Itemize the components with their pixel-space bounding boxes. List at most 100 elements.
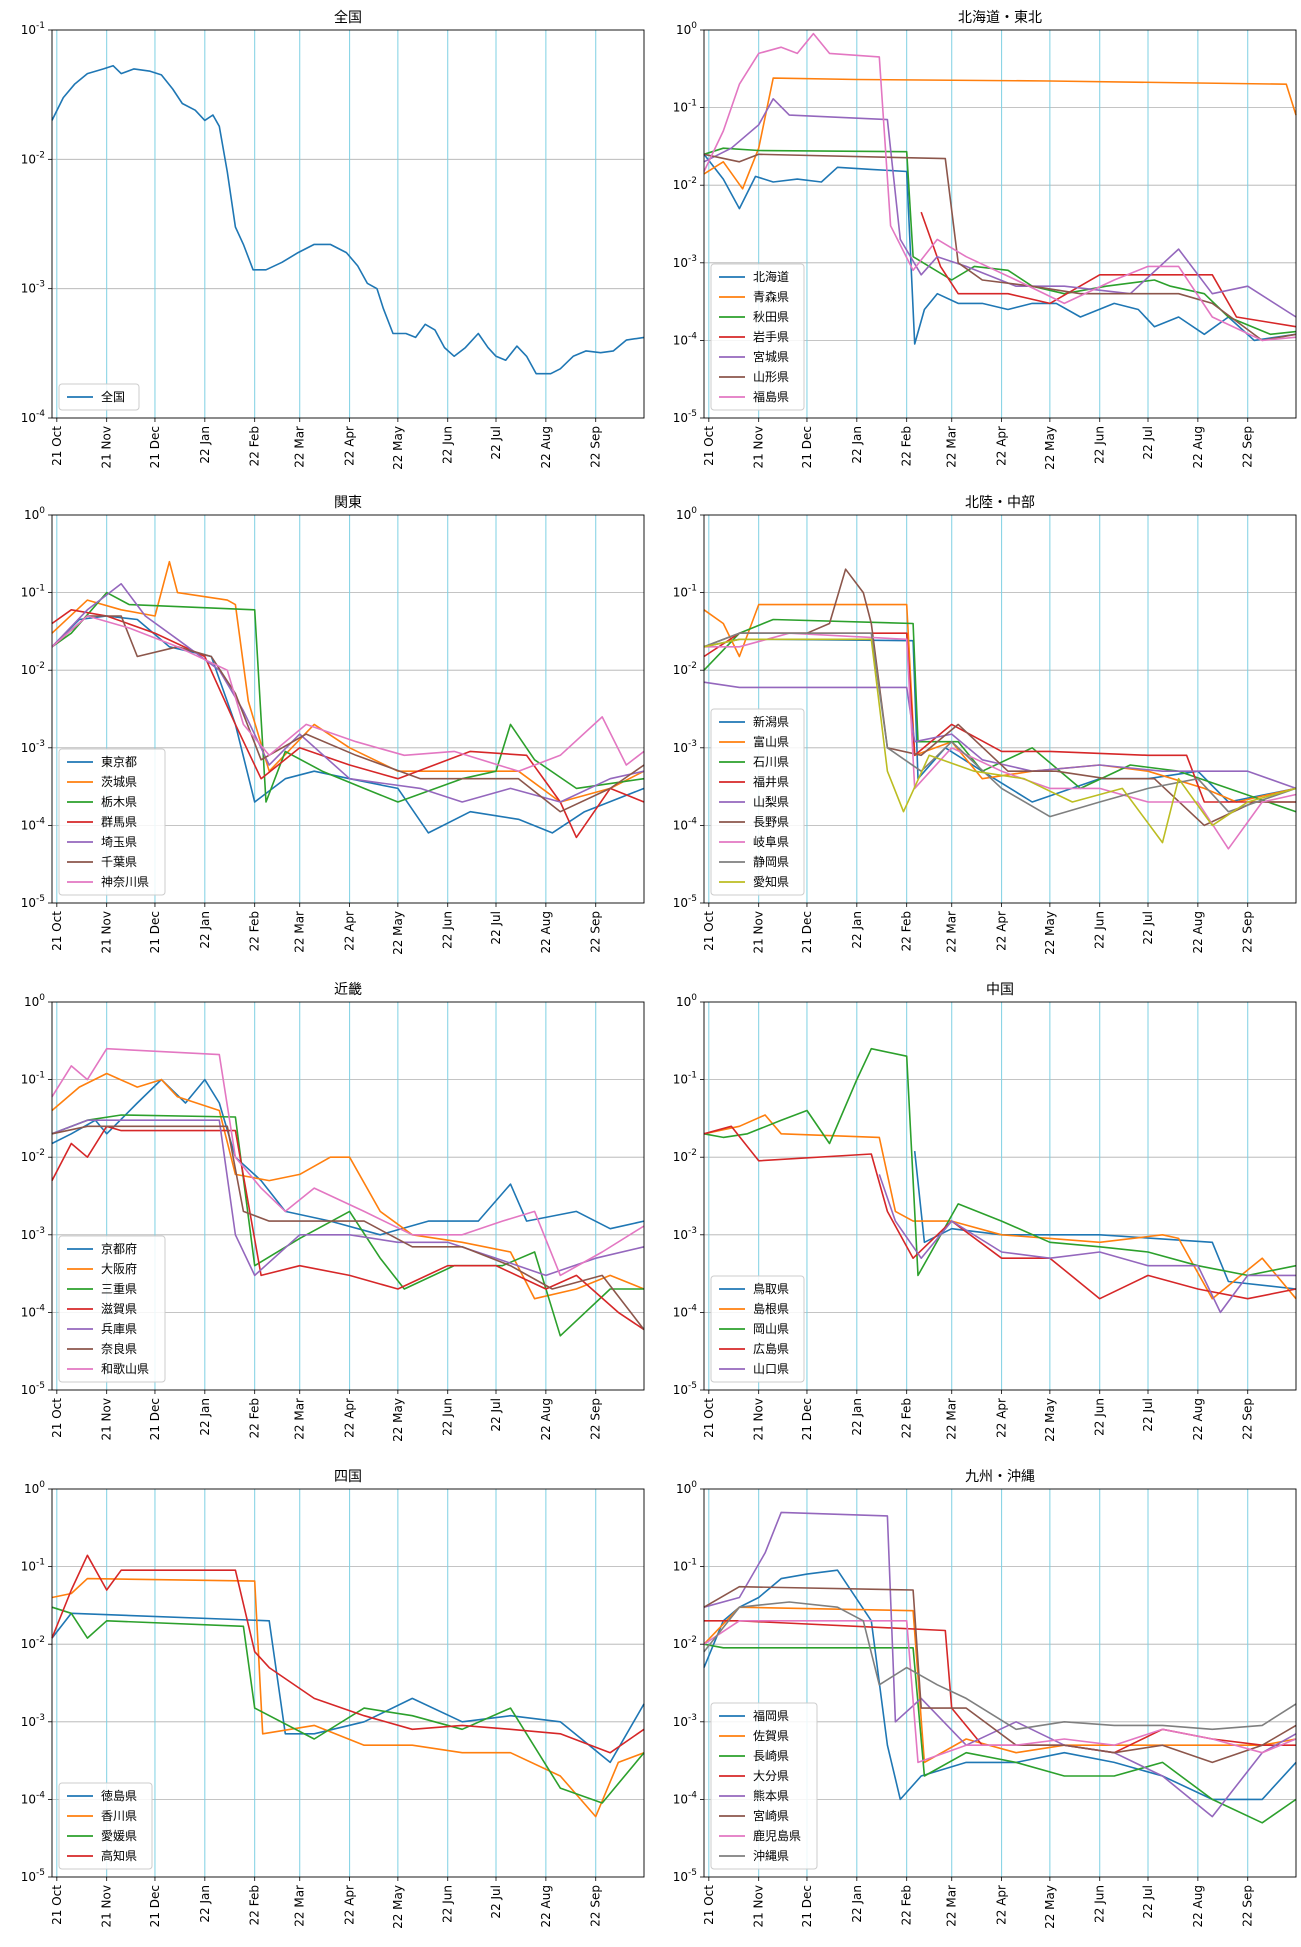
series-line <box>703 681 1297 790</box>
x-tick-label: 22 Sep <box>1241 1398 1255 1440</box>
x-tick-label: 22 May <box>391 1885 405 1929</box>
legend-label: 山口県 <box>753 1362 789 1376</box>
legend-label: 奈良県 <box>101 1341 137 1356</box>
legend-label: 富山県 <box>753 734 789 749</box>
y-tick-label: 100 <box>676 21 697 37</box>
legend-label: 福井県 <box>753 774 789 789</box>
x-tick-label: 22 May <box>1043 1398 1057 1442</box>
x-tick-label: 22 Feb <box>248 1398 262 1438</box>
legend-box <box>58 748 166 896</box>
x-tick-label: 21 Dec <box>148 1398 162 1440</box>
x-tick-label: 21 Dec <box>800 1398 814 1440</box>
legend-label: 東京都 <box>101 755 137 769</box>
chart-title: 北海道・東北 <box>958 10 1042 26</box>
x-tick-label: 22 Apr <box>343 426 357 466</box>
legend-label: 大阪府 <box>101 1261 137 1276</box>
y-tick-label: 10-1 <box>673 99 697 115</box>
y-tick-label: 10-4 <box>21 409 46 425</box>
series-line <box>51 1554 645 1754</box>
x-tick-label: 21 Dec <box>148 426 162 468</box>
x-tick-label: 21 Dec <box>800 911 814 953</box>
x-tick-label: 22 Apr <box>343 1398 357 1438</box>
x-tick-label: 22 Jan <box>850 426 864 464</box>
x-tick-label: 22 Aug <box>539 1885 553 1928</box>
y-tick-label: 10-4 <box>21 1790 46 1806</box>
legend-label: 高知県 <box>101 1848 137 1863</box>
x-tick-label: 21 Oct <box>702 426 716 466</box>
legend-label: 栃木県 <box>101 795 137 809</box>
y-tick-label: 10-4 <box>673 1790 698 1806</box>
plot-frame <box>703 514 1297 904</box>
y-tick-label: 10-3 <box>673 739 697 755</box>
legend-label: 島根県 <box>753 1301 789 1316</box>
y-tick-label: 100 <box>676 1480 697 1496</box>
x-tick-label: 22 Sep <box>1241 426 1255 468</box>
legend: 全国 <box>58 383 140 411</box>
x-tick-label: 22 May <box>1043 911 1057 955</box>
series-line <box>51 1078 645 1236</box>
x-tick-label: 21 Oct <box>702 1885 716 1925</box>
y-tick-label: 10-2 <box>673 176 697 192</box>
legend-label: 広島県 <box>753 1341 789 1356</box>
legend-label: 埼玉県 <box>101 835 137 849</box>
legend-label: 北海道 <box>753 269 789 284</box>
x-tick-label: 22 Jan <box>198 426 212 464</box>
x-tick-label: 22 May <box>391 1398 405 1442</box>
legend-label: 鹿児島県 <box>753 1828 801 1843</box>
x-tick-label: 22 Apr <box>995 1885 1009 1925</box>
series-line <box>703 32 1297 342</box>
x-tick-label: 22 Jan <box>850 911 864 949</box>
x-tick-label: 22 Jan <box>850 1398 864 1436</box>
x-tick-label: 22 Jun <box>441 1885 455 1923</box>
plot-frame <box>51 29 645 419</box>
x-tick-label: 22 Aug <box>1191 426 1205 469</box>
y-tick-label: 10-3 <box>673 1713 697 1729</box>
y-tick-label: 10-4 <box>21 1303 46 1319</box>
series-line <box>51 560 645 803</box>
y-tick-label: 100 <box>24 506 45 522</box>
series-line <box>703 153 1297 345</box>
chart-title: 中国 <box>986 982 1014 998</box>
legend-label: 佐賀県 <box>753 1729 789 1743</box>
series-line <box>703 568 1296 827</box>
x-tick-label: 22 Jun <box>441 1398 455 1436</box>
series-line <box>51 1072 645 1300</box>
y-tick-label: 10-1 <box>673 584 697 600</box>
y-tick-label: 10-1 <box>21 1558 45 1574</box>
series-line <box>703 1047 1297 1277</box>
chart-title: 四国 <box>334 1469 362 1485</box>
plot-frame <box>703 29 1297 419</box>
y-tick-label: 10-1 <box>21 584 45 600</box>
x-tick-label: 22 May <box>391 426 405 470</box>
x-tick-label: 22 Jul <box>1141 1885 1155 1919</box>
x-tick-label: 22 Jul <box>489 1885 503 1919</box>
y-tick-label: 10-5 <box>21 1868 45 1884</box>
x-tick-label: 22 Feb <box>900 426 914 466</box>
legend-label: 京都府 <box>101 1241 137 1256</box>
x-tick-label: 22 Jun <box>1093 911 1107 949</box>
x-tick-label: 21 Oct <box>702 911 716 951</box>
x-tick-label: 22 May <box>391 911 405 955</box>
legend-label: 愛知県 <box>753 875 789 889</box>
x-tick-label: 22 Jul <box>489 1398 503 1432</box>
legend-label: 岐阜県 <box>753 835 789 849</box>
series-line <box>703 153 1297 342</box>
plot-frame <box>703 1488 1297 1878</box>
x-tick-label: 22 Jan <box>198 911 212 949</box>
legend-box <box>710 263 805 411</box>
x-tick-label: 22 Aug <box>539 911 553 954</box>
y-tick-label: 10-3 <box>21 1226 45 1242</box>
x-tick-label: 22 Apr <box>343 911 357 951</box>
y-tick-label: 10-1 <box>21 21 45 37</box>
x-tick-label: 22 Jan <box>198 1398 212 1436</box>
x-tick-label: 21 Nov <box>752 911 766 954</box>
x-tick-label: 22 Apr <box>343 1885 357 1925</box>
legend-box <box>58 1235 166 1383</box>
series-line <box>51 615 645 834</box>
y-tick-label: 10-3 <box>673 254 697 270</box>
y-tick-label: 10-4 <box>673 331 698 347</box>
x-tick-label: 22 Mar <box>945 1398 959 1440</box>
legend-label: 静岡県 <box>753 855 789 869</box>
